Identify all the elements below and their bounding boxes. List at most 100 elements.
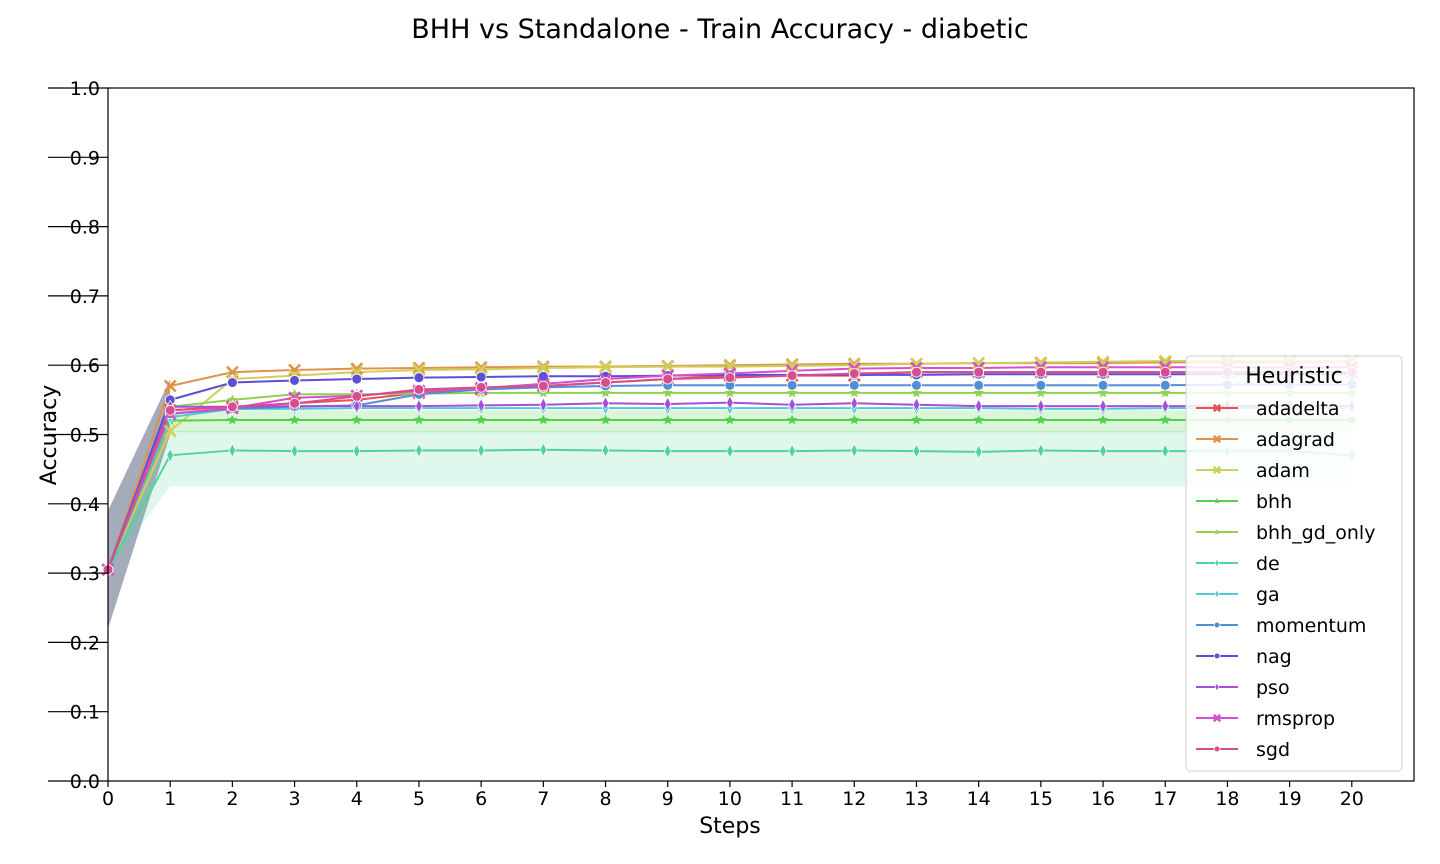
legend-swatch-marker: [1214, 589, 1220, 599]
data-point-sgd: [413, 384, 425, 395]
data-point-adam: [847, 358, 861, 372]
data-point-momentum: [848, 379, 860, 391]
data-point-bhh_gd_only: [600, 387, 611, 398]
data-point-bhh: [289, 414, 300, 425]
legend-swatch-marker: [1212, 434, 1222, 444]
legend-item-nag: nag: [1196, 646, 1292, 668]
x-axis-label: Steps: [699, 814, 761, 839]
legend-label: sgd: [1256, 739, 1290, 761]
data-point-de: [975, 444, 983, 460]
data-point-adagrad: [412, 361, 426, 375]
data-point-nag: [475, 371, 487, 383]
data-point-bhh_gd_only: [1035, 387, 1047, 398]
data-point-pso: [601, 396, 610, 411]
y-tick-label: 0.4: [70, 494, 100, 516]
data-point-adam: [910, 357, 923, 371]
data-point-sgd: [164, 404, 176, 416]
x-tick-label: 15: [1029, 788, 1053, 810]
data-point-bhh_gd_only: [724, 387, 736, 398]
legend-item-momentum: momentum: [1196, 615, 1366, 637]
data-point-momentum: [911, 379, 922, 391]
data-point-adam: [972, 356, 986, 370]
data-point-de: [850, 443, 858, 458]
data-point-bhh: [849, 414, 860, 425]
y-tick-label: 0.3: [70, 563, 100, 585]
data-point-sgd: [1035, 366, 1047, 378]
data-point-bhh_gd_only: [1160, 387, 1171, 398]
data-point-bhh: [413, 414, 425, 425]
data-point-adam: [412, 363, 426, 377]
data-point-bhh: [475, 414, 487, 425]
data-point-bhh: [227, 414, 238, 425]
data-point-pso: [539, 397, 547, 412]
data-point-pso: [726, 395, 734, 410]
x-tick-label: 5: [413, 788, 425, 810]
y-tick-label: 0.7: [70, 286, 100, 308]
x-tick-label: 19: [1278, 788, 1302, 810]
data-point-bhh: [1097, 414, 1109, 425]
data-point-pso: [477, 398, 485, 413]
legend-swatch-marker: [1213, 745, 1221, 753]
data-point-de: [353, 443, 361, 459]
x-tick-label: 17: [1153, 788, 1177, 810]
x-axis: 0 1 2 3 4 5 6 7 8 9 10 11 12 13 14 15 16 17 18 19 20: [102, 781, 1364, 810]
legend-label: adam: [1256, 460, 1310, 482]
x-tick-label: 16: [1091, 788, 1115, 810]
legend-item-bhh_gd_only: bhh_gd_only: [1196, 522, 1375, 544]
data-point-momentum: [1159, 379, 1171, 391]
legend-label: rmsprop: [1256, 708, 1335, 730]
data-point-de: [166, 448, 174, 463]
data-point-pso: [1161, 398, 1169, 414]
data-point-adagrad: [350, 362, 364, 376]
legend-swatch-marker: [1212, 403, 1222, 413]
y-tick-label: 0.5: [70, 425, 100, 447]
legend-swatch-marker: [1213, 497, 1221, 504]
data-point-de: [477, 443, 485, 458]
data-point-sgd: [600, 377, 611, 388]
x-tick-label: 12: [842, 788, 866, 810]
x-tick-label: 11: [780, 788, 804, 810]
data-point-adam: [785, 359, 799, 373]
data-point-bhh_gd_only: [973, 387, 984, 398]
legend-label: de: [1256, 553, 1280, 575]
legend-label: nag: [1256, 646, 1292, 668]
data-point-de: [1099, 443, 1107, 459]
x-tick-label: 2: [226, 788, 238, 810]
x-tick-label: 6: [475, 788, 487, 810]
data-point-momentum: [973, 379, 985, 391]
legend-label: adagrad: [1256, 429, 1335, 451]
data-point-adagrad: [163, 379, 177, 393]
legend-label: adadelta: [1256, 398, 1339, 420]
data-point-sgd: [289, 397, 300, 409]
data-point-sgd: [848, 368, 860, 379]
data-point-bhh: [1035, 414, 1047, 425]
legend-swatch-marker: [1214, 558, 1220, 568]
band-de: [108, 431, 1352, 570]
data-point-pso: [975, 398, 983, 414]
data-point-sgd: [1097, 366, 1109, 378]
data-point-sgd: [724, 372, 736, 384]
legend-title: Heuristic: [1245, 364, 1342, 389]
x-tick-label: 18: [1215, 788, 1239, 810]
data-point-nag: [227, 377, 238, 388]
data-point-pso: [415, 398, 423, 414]
data-point-sgd: [973, 366, 985, 378]
data-point-de: [664, 443, 672, 459]
data-point-de: [601, 443, 610, 458]
legend-item-adagrad: adagrad: [1196, 429, 1335, 451]
data-point-bhh_gd_only: [786, 387, 798, 398]
legend-swatch-marker: [1213, 652, 1221, 660]
data-point-de: [912, 443, 921, 459]
data-point-bhh: [662, 414, 673, 425]
data-point-pso: [788, 397, 796, 412]
data-point-de: [290, 443, 299, 459]
y-tick-label: 0.2: [70, 632, 100, 654]
x-tick-label: 4: [351, 788, 363, 810]
data-point-de: [1037, 443, 1045, 458]
data-point-bhh: [973, 414, 984, 425]
data-point-bhh: [351, 414, 362, 425]
data-point-bhh: [786, 414, 798, 425]
data-point-adam: [474, 362, 488, 376]
